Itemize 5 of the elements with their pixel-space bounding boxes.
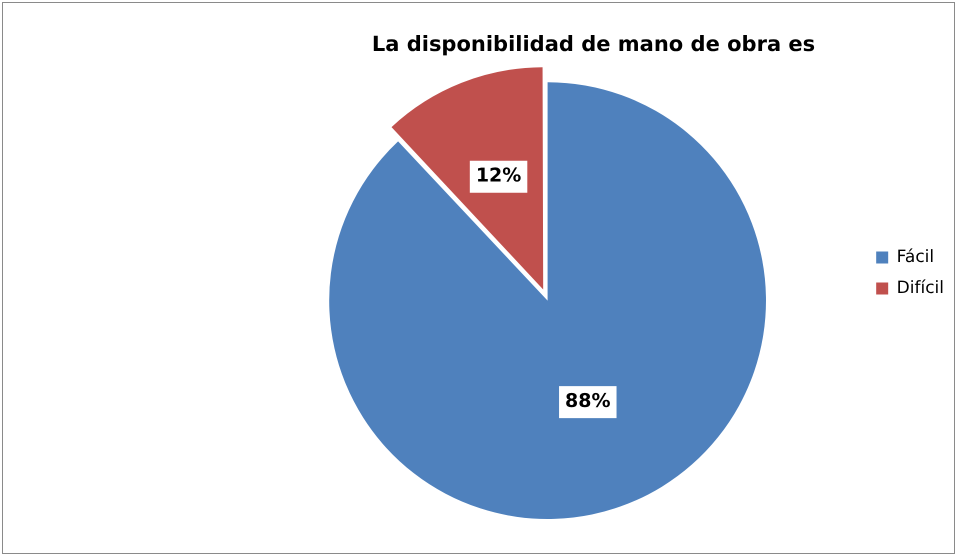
- data-label: 88%: [565, 390, 611, 412]
- chart-title: La disponibilidad de mano de obra es: [372, 32, 816, 56]
- legend-label: Difícil: [896, 278, 944, 298]
- data-label: 12%: [476, 164, 522, 187]
- legend-label: Fácil: [896, 246, 934, 267]
